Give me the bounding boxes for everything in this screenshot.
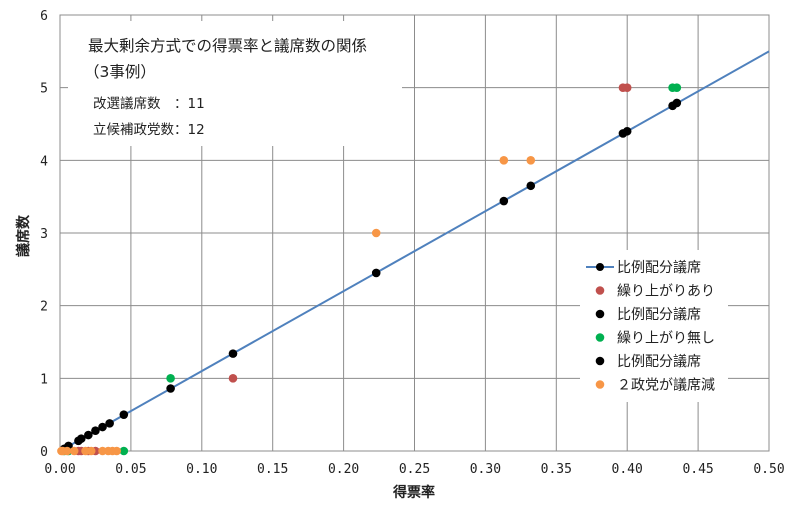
data-point-series-5: [499, 156, 509, 165]
annotation-title-line1: 最大剰余方式での得票率と議席数の関係: [88, 36, 367, 55]
data-point-series-2: [76, 434, 86, 443]
y-tick-label: 3: [40, 227, 48, 242]
x-axis-title: 得票率: [392, 484, 435, 501]
x-tick-label: 0.10: [186, 462, 217, 477]
data-point-series-5: [371, 228, 381, 238]
legend-marker-swatch: [595, 333, 605, 342]
data-point-series-6: [526, 181, 536, 191]
legend-label-series-3: 繰り上がり無し: [617, 331, 715, 347]
y-axis-title: 議席数: [15, 214, 32, 257]
data-point-series-3: [672, 83, 682, 92]
data-point-series-5: [112, 446, 122, 456]
annotation-parties-info: 立候補政党数：12: [93, 122, 205, 138]
x-tick-label: 0.05: [115, 462, 146, 477]
data-point-series-4: [672, 98, 682, 108]
legend-marker-swatch: [595, 380, 605, 389]
x-tick-label: 0.45: [682, 462, 713, 477]
series-layer: [57, 50, 770, 456]
data-point-series-4: [98, 422, 107, 432]
legend-label-series-0: 比例配分議席: [617, 259, 701, 276]
data-point-series-2: [84, 430, 93, 440]
data-point-series-6: [371, 268, 381, 278]
legend-label-series-5: ２政党が議席減: [617, 377, 715, 394]
data-point-series-4: [105, 419, 114, 428]
x-tick-label: 0.15: [257, 462, 288, 477]
annotation-seats-info: 改選議席数 ：11: [93, 95, 205, 112]
legend-background: [580, 250, 728, 402]
y-tick-label: 1: [40, 372, 48, 387]
legend-label-series-4: 比例配分議席: [617, 353, 701, 370]
legend-marker-swatch: [595, 286, 605, 295]
annotation-box: 最大剰余方式での得票率と議席数の関係 （3事例） 改選議席数 ：11 立候補政党…: [68, 21, 402, 146]
legend-label-series-1: 繰り上がりあり: [617, 284, 715, 300]
data-point-series-3: [166, 374, 175, 383]
data-point-series-5: [526, 156, 536, 165]
data-point-series-1: [622, 83, 632, 92]
data-point-series-4: [119, 410, 129, 419]
data-point-series-5: [86, 446, 96, 456]
y-tick-label: 2: [40, 300, 48, 315]
annotation-background: [68, 21, 402, 146]
legend-marker-swatch: [595, 356, 605, 366]
x-tick-label: 0.00: [44, 462, 75, 477]
series-line-proportional: [59, 50, 770, 452]
annotation-title-line2: （3事例）: [84, 63, 156, 81]
y-tick-label: 6: [40, 9, 48, 24]
data-point-series-2: [622, 126, 632, 136]
x-tick-label: 0.30: [470, 462, 501, 477]
data-point-series-3: [119, 446, 129, 456]
legend-label-series-2: 比例配分議席: [617, 306, 701, 323]
y-tick-label: 4: [40, 154, 48, 169]
data-point-series-6: [499, 196, 509, 206]
data-point-series-5: [62, 446, 72, 456]
x-tick-label: 0.40: [612, 462, 643, 477]
data-point-series-2: [91, 426, 100, 435]
legend-marker-swatch: [595, 309, 605, 319]
x-tick-label: 0.25: [399, 462, 430, 477]
axis-layer: 0.00 0.05 0.10 0.15 0.20 0.25 0.30 0.35 0.40 0.45…: [40, 9, 784, 477]
y-tick-label: 5: [40, 82, 48, 97]
y-tick-label: 0: [40, 445, 48, 460]
data-point-series-2: [228, 349, 238, 358]
x-tick-label: 0.20: [328, 462, 359, 477]
data-point-series-4: [166, 384, 175, 393]
legend-marker-swatch: [596, 263, 604, 271]
data-point-series-5: [69, 446, 79, 456]
x-tick-label: 0.50: [753, 462, 784, 477]
x-tick-label: 0.35: [541, 462, 572, 477]
data-point-series-1: [228, 374, 238, 383]
